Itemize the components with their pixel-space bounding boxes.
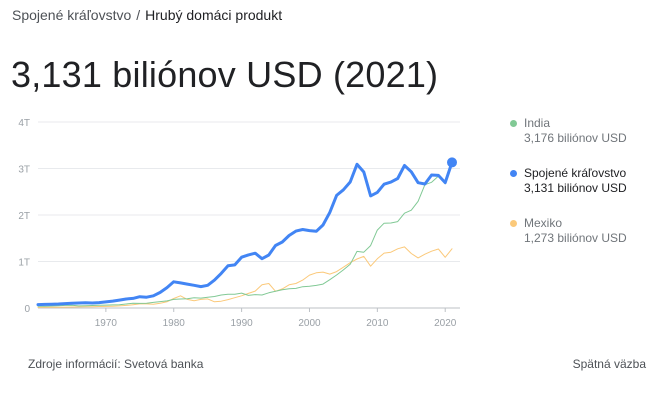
highlight-point-uk <box>447 157 457 168</box>
x-tick-label: 2010 <box>366 318 389 329</box>
legend-value-india: 3,176 biliónov USD <box>524 131 627 145</box>
y-tick-label: 4T <box>18 118 30 129</box>
headline-value: 3,131 biliónov USD (2021) <box>11 54 439 95</box>
x-tick-label: 2000 <box>298 318 321 329</box>
breadcrumb-metric: Hrubý domáci produkt <box>145 7 283 23</box>
x-tick-label: 1990 <box>230 318 253 329</box>
legend-item-india[interactable]: India 3,176 biliónov USD <box>510 116 650 146</box>
legend-name-india: India <box>524 116 551 130</box>
legend-value-uk: 3,131 biliónov USD <box>524 181 627 195</box>
legend-item-mexico[interactable]: Mexiko 1,273 biliónov USD <box>510 216 650 246</box>
x-tick-label: 1980 <box>163 318 186 329</box>
y-tick-label: 3T <box>18 165 30 176</box>
legend-dot-mexico <box>510 220 517 227</box>
y-tick-label: 2T <box>18 211 30 222</box>
legend-value-mexico: 1,273 biliónov USD <box>524 231 627 245</box>
y-tick-label: 1T <box>18 258 30 269</box>
breadcrumb-country-link[interactable]: Spojené kráľovstvo <box>12 7 132 23</box>
legend-dot-uk <box>510 170 517 177</box>
x-tick-label: 2020 <box>434 318 457 329</box>
legend-item-uk[interactable]: Spojené kráľovstvo 3,131 biliónov USD <box>510 166 650 196</box>
y-tick-label: 0 <box>24 304 30 315</box>
breadcrumb: Spojené kráľovstvo / Hrubý domáci produkt <box>12 7 282 23</box>
legend-name-uk: Spojené kráľovstvo <box>524 166 627 180</box>
x-tick-label: 1970 <box>95 318 118 329</box>
series-line-uk <box>36 160 454 307</box>
feedback-link[interactable]: Spätná väzba <box>572 357 646 371</box>
chart-legend: India 3,176 biliónov USD Spojené kráľovstv… <box>510 116 650 266</box>
legend-name-mexico: Mexiko <box>524 216 563 230</box>
breadcrumb-separator: / <box>136 7 141 23</box>
gdp-line-chart[interactable]: 0 1T 2T 3T 4T 1970 1980 1990 2000 2010 2020 <box>0 110 490 335</box>
data-source: Zdroje informácií: Svetová banka <box>28 357 204 371</box>
series-line-india <box>37 159 453 307</box>
legend-dot-india <box>510 120 517 127</box>
